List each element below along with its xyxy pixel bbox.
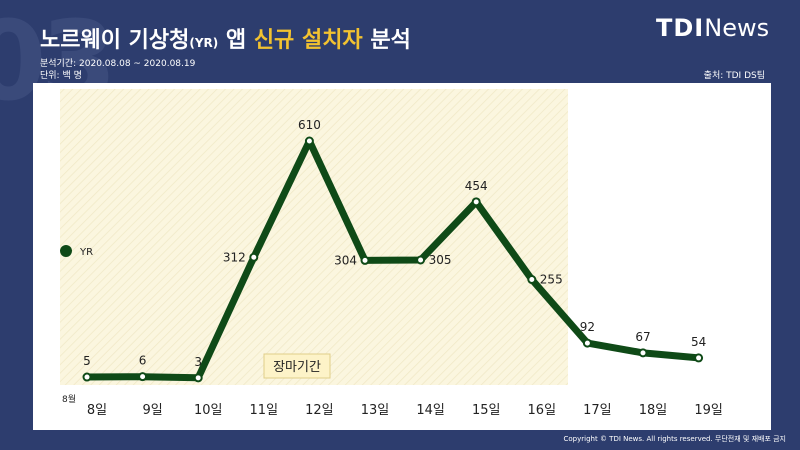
logo-tdi: TDI: [656, 14, 705, 42]
title-small: (YR): [189, 36, 219, 50]
data-point: [416, 255, 426, 265]
data-label: 54: [691, 335, 706, 349]
data-point: [304, 136, 314, 146]
x-tick-label: 16일: [528, 403, 557, 418]
copyright: Copyright © TDI News. All rights reserve…: [563, 435, 786, 443]
series-line: [83, 137, 703, 382]
x-tick-label: 11일: [250, 403, 279, 418]
data-label: 3: [194, 355, 202, 369]
title-highlight: 신규 설치자: [253, 28, 363, 53]
data-point: [582, 338, 592, 348]
data-point: [82, 372, 92, 382]
tdi-news-logo: TDINews: [656, 14, 769, 42]
x-tick-label: 13일: [361, 403, 390, 418]
data-point: [193, 373, 203, 383]
legend-marker: [60, 245, 72, 257]
shaded-region-label: 장마기간: [273, 360, 321, 375]
analysis-period: 분석기간: 2020.08.08 ~ 2020.08.19: [40, 59, 196, 69]
data-point: [527, 275, 537, 285]
shaded-region-label-box: [263, 353, 331, 379]
legend-label: YR: [79, 247, 93, 258]
title-main: 노르웨이 기상청: [40, 28, 190, 53]
logo-news: News: [704, 14, 770, 42]
data-label: 305: [429, 253, 452, 267]
data-point: [694, 353, 704, 363]
x-tick-label: 9일: [142, 403, 162, 418]
data-label: 6: [139, 354, 147, 368]
x-tick-label: 10일: [194, 403, 223, 418]
data-label: 454: [465, 179, 488, 193]
x-unit-label: 8월: [62, 393, 76, 405]
x-tick-label: 18일: [639, 403, 668, 418]
x-tick-label: 17일: [583, 403, 612, 418]
data-label: 610: [298, 118, 321, 132]
x-tick-label: 15일: [472, 403, 501, 418]
data-label: 5: [83, 354, 91, 368]
source-label: 출처: TDI DS팀: [703, 71, 765, 81]
x-tick-label: 12일: [305, 403, 334, 418]
chart-title: 노르웨이 기상청(YR) 앱 신규 설치자 분석: [40, 22, 411, 54]
x-tick-label: 14일: [416, 403, 445, 418]
data-point: [471, 197, 481, 207]
data-label: 304: [334, 253, 357, 267]
data-point: [138, 372, 148, 382]
shaded-region: [60, 89, 568, 385]
x-tick-label: 19일: [694, 403, 723, 418]
data-label: 312: [223, 250, 246, 264]
x-tick-label: 8일: [87, 403, 107, 418]
data-point: [638, 348, 648, 358]
data-point: [249, 252, 259, 262]
unit-label: 단위: 백 명: [40, 71, 82, 81]
data-label: 92: [580, 320, 595, 334]
data-point: [360, 255, 370, 265]
data-label: 67: [635, 330, 650, 344]
title-app: 앱: [218, 28, 254, 53]
data-label: 255: [540, 273, 563, 287]
title-end: 분석: [362, 28, 411, 53]
